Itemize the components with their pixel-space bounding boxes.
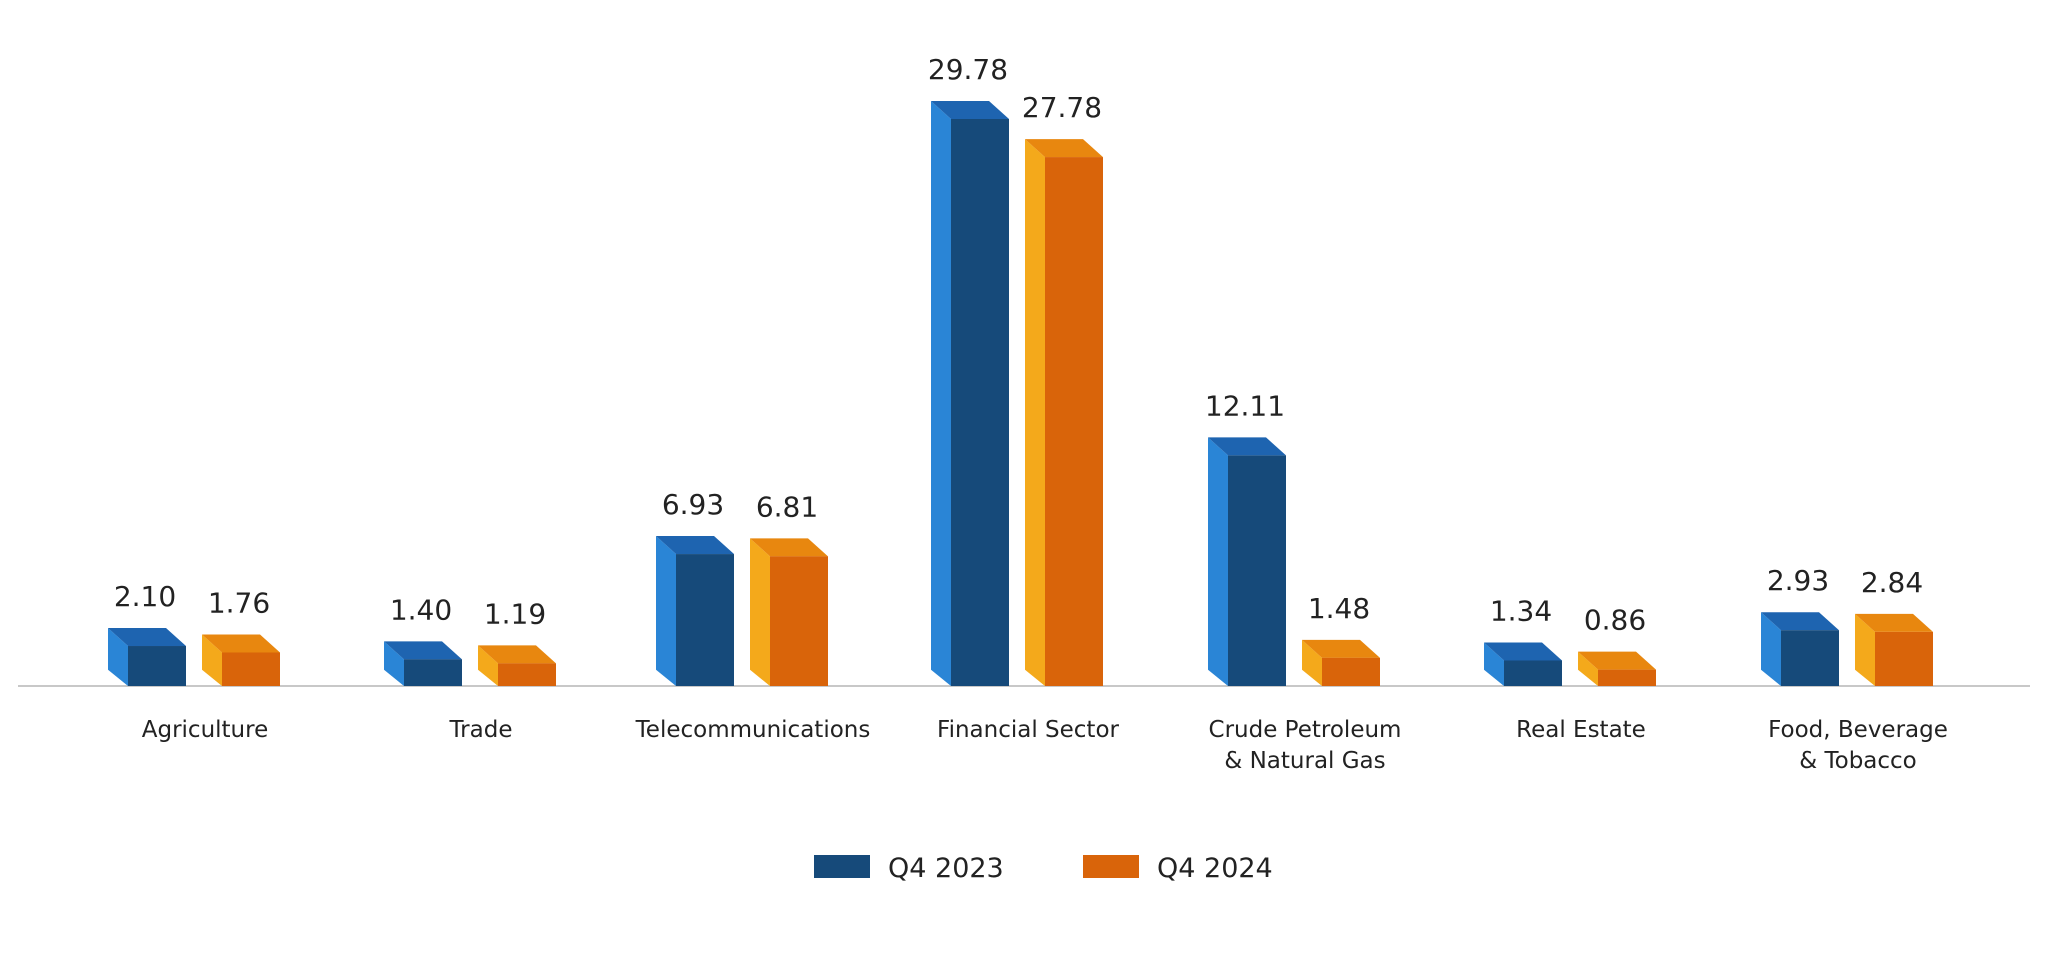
bar-side-face bbox=[108, 628, 128, 686]
bar-q4-2023-4 bbox=[1208, 437, 1286, 686]
bar-front-face bbox=[1228, 455, 1286, 686]
bar-q4-2023-3 bbox=[931, 101, 1009, 686]
bar-top-face bbox=[1578, 651, 1656, 670]
bar-q4-2024-5 bbox=[1578, 651, 1656, 686]
data-label: 1.34 bbox=[1490, 594, 1552, 627]
bar-q4-2023-6 bbox=[1761, 612, 1839, 686]
bar-side-face bbox=[1578, 651, 1598, 686]
bar-top-face bbox=[931, 101, 1009, 119]
bar-top-face bbox=[1484, 642, 1562, 661]
bar-q4-2024-1 bbox=[478, 645, 556, 686]
data-label: 1.19 bbox=[484, 597, 546, 630]
bar-side-face bbox=[1302, 639, 1322, 686]
bar-side-face bbox=[656, 536, 676, 686]
bar-top-face bbox=[1302, 639, 1380, 658]
bar-front-face bbox=[1045, 157, 1103, 687]
data-label: 6.93 bbox=[662, 488, 724, 521]
bar-front-face bbox=[1875, 631, 1933, 686]
data-label: 6.81 bbox=[756, 490, 818, 523]
data-label: 1.40 bbox=[390, 593, 452, 626]
bar-top-face bbox=[1025, 139, 1103, 158]
bar-q4-2024-2 bbox=[750, 538, 828, 686]
bar-top-face bbox=[1761, 612, 1839, 631]
bar-top-face bbox=[750, 538, 828, 557]
category-label: Real Estate bbox=[1516, 717, 1646, 743]
bar-front-face bbox=[1322, 657, 1380, 686]
legend-swatch bbox=[814, 855, 870, 878]
category-label: Financial Sector bbox=[937, 717, 1120, 743]
bar-q4-2023-1 bbox=[384, 641, 462, 686]
category-label: Telecommunications bbox=[635, 717, 871, 743]
bar-q4-2023-0 bbox=[108, 628, 186, 686]
bar-front-face bbox=[404, 659, 462, 686]
bar-q4-2024-3 bbox=[1025, 139, 1103, 687]
bar-side-face bbox=[931, 101, 951, 686]
category-label: & Tobacco bbox=[1799, 748, 1917, 774]
bar-q4-2024-0 bbox=[202, 634, 280, 686]
bar-top-face bbox=[384, 641, 462, 660]
bar-q4-2024-4 bbox=[1302, 639, 1380, 686]
data-label: 1.48 bbox=[1308, 592, 1370, 625]
bar-top-face bbox=[1855, 613, 1933, 632]
data-label: 27.78 bbox=[1022, 91, 1102, 124]
category-axis: Agriculture Trade Telecommunications Financ… bbox=[142, 717, 1948, 774]
category-label: Food, Beverage bbox=[1768, 717, 1948, 743]
bar-side-face bbox=[384, 641, 404, 686]
bar-side-face bbox=[1761, 612, 1781, 686]
bar-top-face bbox=[1208, 437, 1286, 456]
bar-side-face bbox=[1484, 642, 1504, 686]
category-label: & Natural Gas bbox=[1224, 748, 1385, 774]
category-label: Trade bbox=[449, 717, 513, 743]
bar-front-face bbox=[498, 663, 556, 686]
bar-front-face bbox=[1781, 630, 1839, 686]
bar-front-face bbox=[770, 556, 828, 686]
bar-front-face bbox=[1504, 660, 1562, 686]
legend-item-q4-2024[interactable]: Q4 2024 bbox=[1083, 853, 1273, 884]
bar-top-face bbox=[108, 628, 186, 647]
bar-side-face bbox=[202, 634, 222, 686]
bar-front-face bbox=[951, 119, 1009, 686]
data-label: 29.78 bbox=[928, 53, 1008, 86]
bar-side-face bbox=[1855, 613, 1875, 686]
bar-side-face bbox=[750, 538, 770, 686]
data-label: 2.84 bbox=[1861, 566, 1923, 599]
bar-side-face bbox=[1025, 139, 1045, 687]
bar-q4-2024-6 bbox=[1855, 613, 1933, 686]
bar-side-face bbox=[1208, 437, 1228, 686]
legend-label: Q4 2024 bbox=[1157, 853, 1273, 884]
bar-front-face bbox=[128, 646, 186, 686]
bar-top-face bbox=[656, 536, 734, 555]
bar-front-face bbox=[1598, 669, 1656, 686]
bar-q4-2023-2 bbox=[656, 536, 734, 686]
category-label: Agriculture bbox=[142, 717, 269, 743]
legend-item-q4-2023[interactable]: Q4 2023 bbox=[814, 853, 1004, 884]
data-label: 2.10 bbox=[114, 580, 176, 613]
category-label: Crude Petroleum bbox=[1209, 717, 1402, 743]
bars-layer bbox=[18, 101, 2030, 687]
data-label: 1.76 bbox=[208, 586, 270, 619]
bar-q4-2023-5 bbox=[1484, 642, 1562, 686]
bar-top-face bbox=[202, 634, 280, 653]
bar-front-face bbox=[222, 652, 280, 686]
data-label: 0.86 bbox=[1584, 604, 1646, 637]
value-labels-layer: 2.10 1.76 1.40 1.19 6.93 6.81 29.78 27.78 12.11 1… bbox=[114, 53, 1923, 637]
legend: Q4 2023 Q4 2024 bbox=[814, 853, 1273, 884]
legend-swatch bbox=[1083, 855, 1139, 878]
bar-side-face bbox=[478, 645, 498, 686]
data-label: 2.93 bbox=[1767, 564, 1829, 597]
bar-top-face bbox=[478, 645, 556, 664]
bar-front-face bbox=[676, 554, 734, 686]
data-label: 12.11 bbox=[1205, 389, 1285, 422]
legend-label: Q4 2023 bbox=[888, 853, 1004, 884]
